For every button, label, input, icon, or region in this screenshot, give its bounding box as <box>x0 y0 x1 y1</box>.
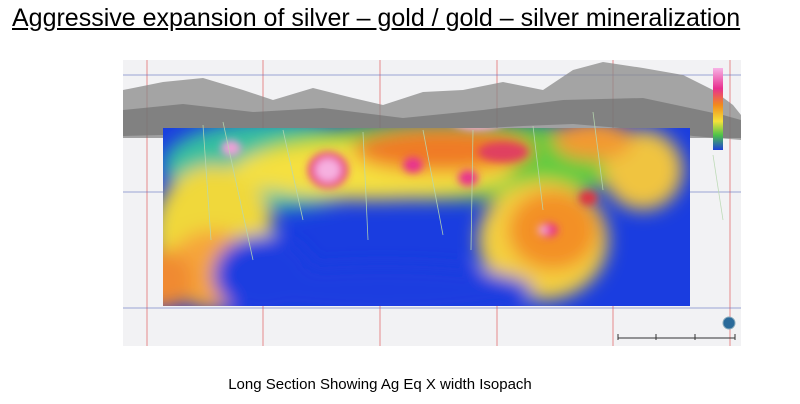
slide-title: Aggressive expansion of silver – gold / … <box>12 4 741 32</box>
legend-color-bar <box>713 68 723 150</box>
compass <box>722 316 736 330</box>
figure-caption: Long Section Showing Ag Eq X width Isopa… <box>228 376 532 393</box>
long-section-image <box>123 60 741 346</box>
